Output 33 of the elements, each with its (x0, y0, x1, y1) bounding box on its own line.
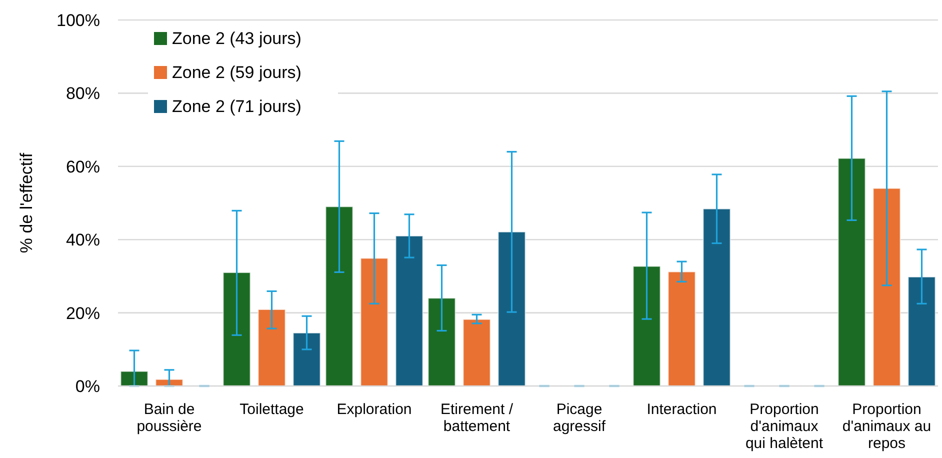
bar (360, 258, 388, 386)
bar (702, 208, 731, 386)
x-tick-label: Proportion d'animaux au repos (842, 401, 932, 452)
bar (222, 272, 251, 386)
bar (258, 309, 286, 386)
y-tick-label: 20% (66, 304, 100, 323)
x-tick-label: Etirement / battement (440, 401, 514, 435)
bar (632, 266, 661, 386)
y-tick-label: 0% (75, 376, 100, 396)
y-tick-label: 80% (66, 84, 100, 104)
bar (908, 276, 936, 386)
bar (498, 231, 526, 386)
bar (668, 271, 696, 386)
x-tick-label: Exploration (336, 401, 412, 418)
bar (395, 235, 424, 386)
bar (292, 332, 321, 386)
bar (428, 298, 456, 386)
bar (838, 158, 866, 386)
x-tick-label: Bain de poussière (136, 401, 202, 435)
legend-label: Zone 2 (71 jours) (172, 96, 302, 116)
bar (872, 188, 901, 386)
x-tick-label: Interaction (646, 401, 717, 418)
legend-label: Zone 2 (43 jours) (172, 28, 302, 48)
y-tick-label: 40% (66, 230, 100, 250)
legend-label: Zone 2 (59 jours) (172, 62, 302, 82)
y-tick-label: 100% (56, 10, 100, 30)
x-tick-label: Proportion d'animaux qui halètent (745, 401, 824, 452)
y-tick-label: 60% (66, 157, 100, 176)
bar (325, 206, 354, 386)
bar (462, 318, 491, 386)
x-tick-label: Toilettage (240, 401, 304, 418)
x-tick-label: Picage agressif (552, 401, 606, 435)
y-axis-title: % de l'effectif (17, 152, 36, 254)
